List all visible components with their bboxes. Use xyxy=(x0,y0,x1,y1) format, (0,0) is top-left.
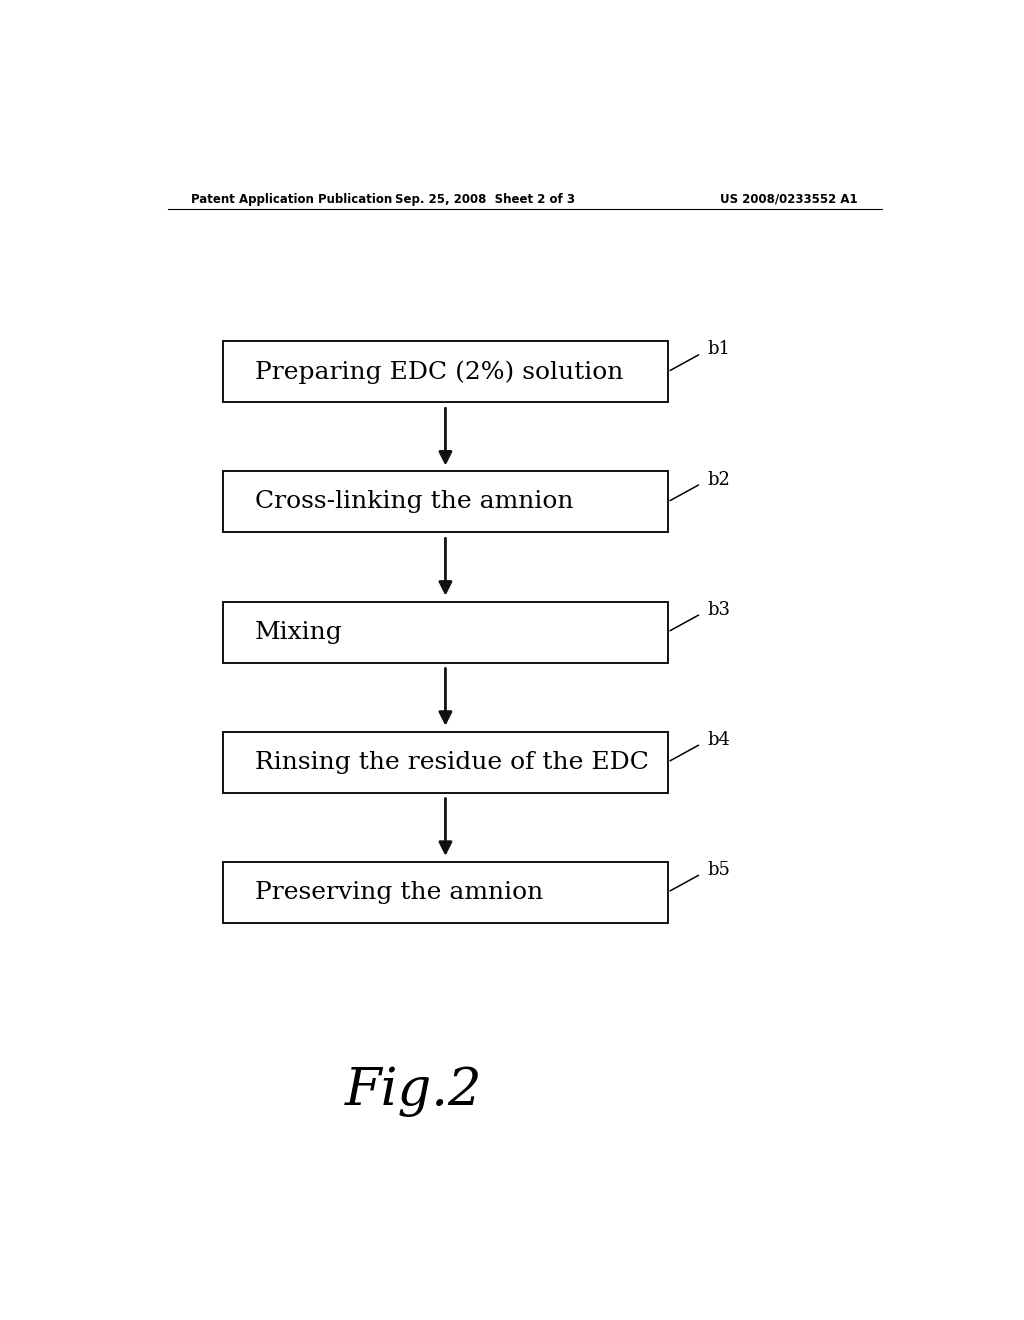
Text: Patent Application Publication: Patent Application Publication xyxy=(191,193,393,206)
Text: Preparing EDC (2%) solution: Preparing EDC (2%) solution xyxy=(255,360,624,384)
Bar xyxy=(223,731,668,792)
Text: Sep. 25, 2008  Sheet 2 of 3: Sep. 25, 2008 Sheet 2 of 3 xyxy=(395,193,575,206)
Text: Preserving the amnion: Preserving the amnion xyxy=(255,880,543,904)
Text: b2: b2 xyxy=(708,471,730,488)
Bar xyxy=(223,862,668,923)
Text: b4: b4 xyxy=(708,731,730,748)
Bar xyxy=(223,342,668,403)
Text: US 2008/0233552 A1: US 2008/0233552 A1 xyxy=(721,193,858,206)
Text: Fig.2: Fig.2 xyxy=(345,1067,482,1117)
Text: b1: b1 xyxy=(708,341,730,359)
Text: Mixing: Mixing xyxy=(255,620,343,644)
Bar xyxy=(223,471,668,532)
Text: b3: b3 xyxy=(708,601,730,619)
Text: Rinsing the residue of the EDC: Rinsing the residue of the EDC xyxy=(255,751,649,774)
Text: b5: b5 xyxy=(708,861,730,879)
Text: Cross-linking the amnion: Cross-linking the amnion xyxy=(255,491,573,513)
Bar xyxy=(223,602,668,663)
